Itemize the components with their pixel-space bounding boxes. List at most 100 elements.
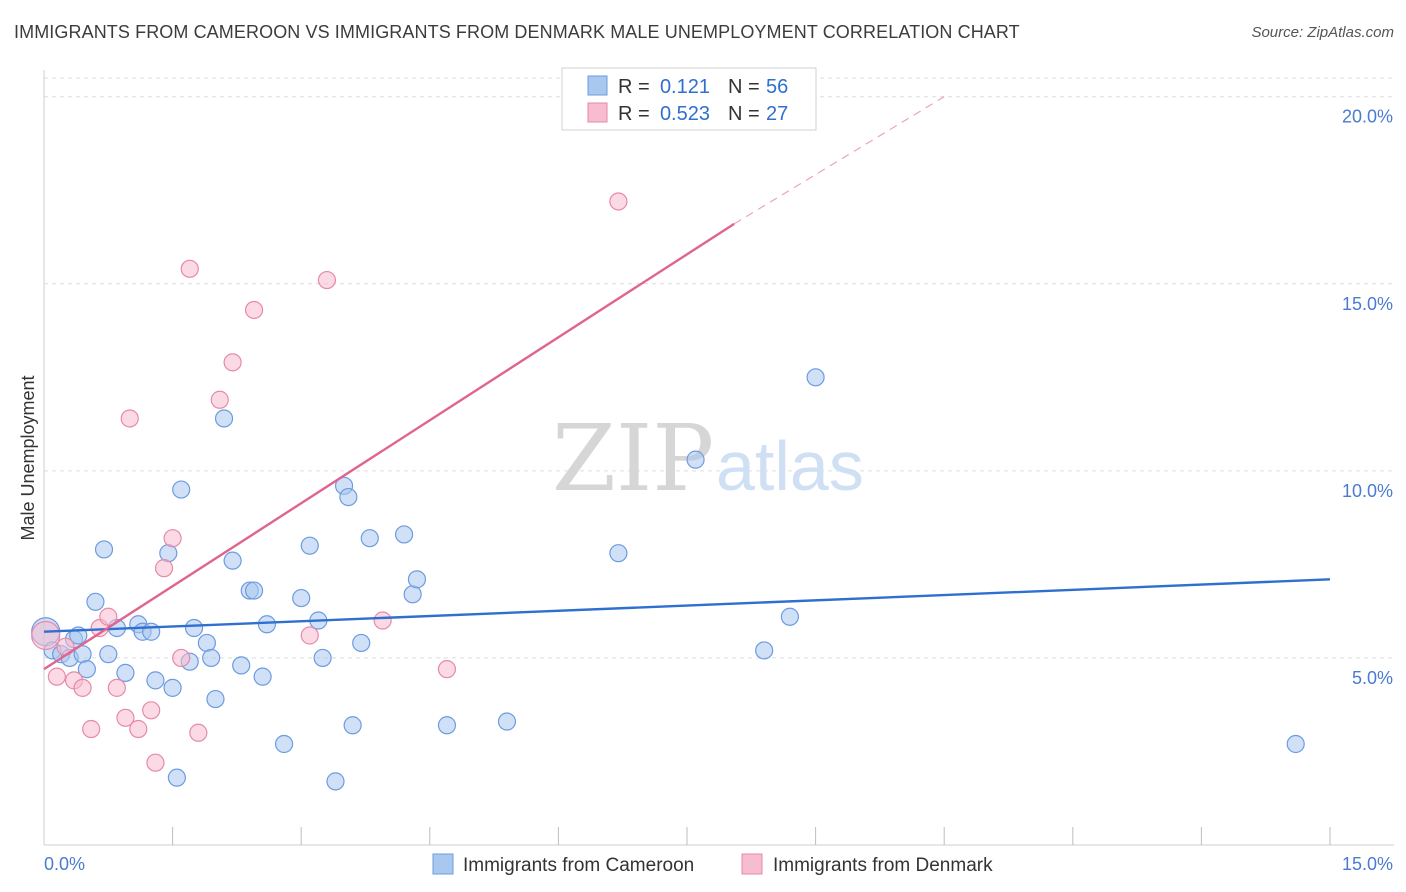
cameroon-point-27 bbox=[223, 551, 242, 570]
cameroon-point-25 bbox=[206, 689, 225, 709]
cameroon-point-40 bbox=[339, 487, 358, 507]
stats-legend: R = 0.121 N = 56 R = 0.523 N = 27 bbox=[561, 67, 817, 131]
denmark-point-18 bbox=[189, 723, 208, 742]
denmark-point-15 bbox=[163, 529, 182, 548]
cameroon-point-53 bbox=[806, 368, 825, 387]
legend-n-value-1: 27 bbox=[766, 103, 788, 125]
cameroon-point-31 bbox=[253, 667, 272, 686]
denmark-point-19 bbox=[210, 390, 229, 409]
y-tick-label-0: 5.0% bbox=[1352, 668, 1393, 688]
cameroon-point-17 bbox=[159, 544, 178, 563]
cameroon-point-35 bbox=[300, 536, 319, 555]
cameroon-point-30 bbox=[244, 581, 264, 600]
grid-lines bbox=[44, 77, 1394, 659]
legend-cameroon-label: Immigrants from Cameroon bbox=[463, 855, 694, 876]
cameroon-point-19 bbox=[167, 768, 186, 787]
cameroon-point-9 bbox=[94, 540, 114, 559]
cameroon-point-37 bbox=[313, 648, 332, 668]
cameroon-point-26 bbox=[214, 409, 234, 428]
denmark-point-9 bbox=[116, 708, 135, 727]
cameroon-point-45 bbox=[403, 585, 422, 604]
denmark-trend-line bbox=[43, 222, 735, 671]
legend-r-label-1: R = bbox=[618, 103, 650, 125]
cameroon-point-24 bbox=[202, 648, 221, 668]
denmark-point-25 bbox=[437, 660, 457, 679]
cameroon-point-33 bbox=[274, 734, 294, 754]
denmark-point-1 bbox=[47, 667, 66, 686]
legend-n-value-0: 56 bbox=[766, 76, 788, 98]
cameroon-point-48 bbox=[497, 712, 517, 731]
denmark-point-16 bbox=[172, 648, 191, 668]
cameroon-point-49 bbox=[609, 544, 628, 563]
watermark: ZIP atlas bbox=[552, 405, 864, 512]
x-tick-label-min: 0.0% bbox=[44, 854, 85, 874]
legend-r-value-0: 0.121 bbox=[660, 76, 710, 98]
legend-n-label-1: N = bbox=[728, 103, 760, 125]
cameroon-trend-line bbox=[43, 578, 1331, 633]
series-legend: Immigrants from Cameroon Immigrants from… bbox=[432, 853, 993, 876]
denmark-point-5 bbox=[82, 719, 101, 739]
cameroon-point-46 bbox=[407, 570, 427, 589]
cameroon-point-44 bbox=[394, 525, 414, 544]
legend-n-label-0: N = bbox=[728, 76, 760, 98]
cameroon-point-54 bbox=[1286, 734, 1305, 754]
denmark-point-24 bbox=[373, 611, 392, 630]
legend-denmark-swatch bbox=[741, 853, 763, 875]
denmark-point-23 bbox=[317, 270, 337, 290]
trend-lines bbox=[43, 96, 1331, 671]
cameroon-point-15 bbox=[142, 622, 161, 641]
denmark-point-20 bbox=[223, 353, 242, 372]
x-ticks bbox=[172, 827, 1331, 845]
cameroon-point-22 bbox=[184, 618, 204, 638]
legend-r-label-0: R = bbox=[618, 76, 650, 98]
cameroon-point-52 bbox=[780, 607, 799, 626]
cameroon-point-23 bbox=[197, 633, 216, 653]
watermark-atlas: atlas bbox=[716, 427, 864, 505]
legend-r-value-1: 0.523 bbox=[660, 103, 710, 125]
denmark-point-7 bbox=[99, 607, 118, 626]
cameroon-point-47 bbox=[437, 716, 457, 735]
denmark-points bbox=[31, 192, 628, 772]
denmark-point-11 bbox=[129, 719, 148, 739]
denmark-point-26 bbox=[609, 192, 628, 211]
legend-denmark-label: Immigrants from Denmark bbox=[773, 855, 993, 876]
cameroon-point-7 bbox=[77, 660, 96, 679]
cameroon-point-18 bbox=[163, 678, 182, 697]
cameroon-point-20 bbox=[172, 480, 191, 499]
cameroon-point-43 bbox=[360, 529, 379, 548]
cameroon-point-50 bbox=[686, 450, 705, 469]
cameroon-point-38 bbox=[326, 772, 345, 791]
cameroon-point-32 bbox=[257, 615, 277, 634]
denmark-point-4 bbox=[73, 678, 92, 697]
source-credit: Source: ZipAtlas.com bbox=[1251, 24, 1394, 41]
cameroon-point-28 bbox=[232, 656, 251, 675]
cameroon-point-8 bbox=[86, 592, 105, 611]
cameroon-point-12 bbox=[116, 663, 135, 682]
cameroon-point-10 bbox=[99, 645, 118, 664]
y-tick-label-2: 15.0% bbox=[1342, 294, 1393, 314]
denmark-point-0 bbox=[31, 620, 61, 651]
cameroon-point-34 bbox=[292, 588, 311, 608]
y-tick-label-3: 20.0% bbox=[1342, 107, 1393, 127]
axes bbox=[43, 70, 1394, 846]
denmark-point-17 bbox=[180, 259, 199, 278]
denmark-point-13 bbox=[146, 753, 165, 772]
cameroon-point-41 bbox=[343, 716, 362, 735]
cameroon-point-51 bbox=[755, 641, 774, 660]
legend-cameroon-swatch bbox=[432, 853, 454, 875]
y-tick-labels: 5.0% 10.0% 15.0% 20.0% bbox=[1342, 107, 1393, 688]
denmark-swatch bbox=[587, 102, 608, 123]
cameroon-swatch bbox=[587, 75, 608, 96]
y-tick-label-1: 10.0% bbox=[1342, 481, 1393, 501]
y-axis-label: Male Unemployment bbox=[18, 375, 38, 540]
chart-title: IMMIGRANTS FROM CAMEROON VS IMMIGRANTS F… bbox=[14, 22, 1020, 42]
denmark-point-10 bbox=[120, 409, 139, 428]
cameroon-point-42 bbox=[352, 633, 371, 653]
cameroon-point-16 bbox=[146, 671, 165, 690]
denmark-point-22 bbox=[300, 626, 319, 645]
denmark-point-14 bbox=[154, 559, 174, 578]
denmark-point-21 bbox=[244, 300, 264, 320]
x-tick-label-max: 15.0% bbox=[1342, 854, 1393, 874]
denmark-point-12 bbox=[142, 701, 161, 720]
